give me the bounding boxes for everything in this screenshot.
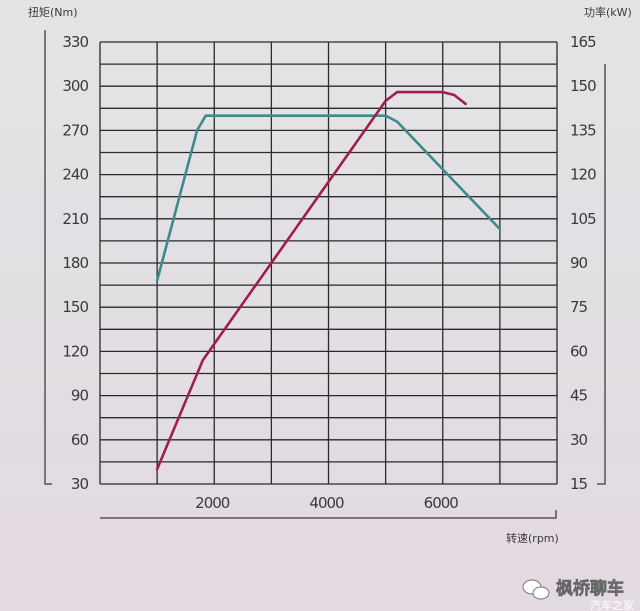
y-right-tick-label: 120 [570,166,596,184]
y-left-tick-label: 150 [62,298,88,316]
torque-curve [155,114,502,282]
wechat-icon [522,579,550,600]
x-axis-label: 转速(rpm) [506,531,559,545]
y-left-tick-label: 60 [71,431,89,449]
y-right-tick-label: 60 [570,342,588,360]
y-left-tick-label: 270 [62,121,88,139]
y-right-tick-label: 30 [570,431,588,449]
y-right-tick-label: 105 [570,210,596,228]
y-left-tick-label: 330 [62,33,88,51]
watermark-text: 枫桥聊车 [556,578,624,599]
y-right-tick-label: 45 [570,387,588,405]
y-left-tick-label: 210 [62,210,88,228]
x-axis-bracket [100,510,557,519]
grid [99,41,558,485]
left-axis-bracket [44,30,52,485]
x-tick-label: 4000 [309,494,344,512]
power-curve [155,90,467,471]
y-right-tick-label: 150 [570,77,596,95]
watermark: 枫桥聊车 汽车之家 [522,578,634,611]
y-right-tick-label: 165 [570,33,596,51]
y-left-label: 扭矩(Nm) [28,5,78,19]
watermark-subtext: 汽车之家 [590,598,634,611]
y-right-tick-label: 15 [570,475,588,493]
y-left-tick-label: 30 [71,475,89,493]
y-left-tick-label: 90 [71,387,89,405]
x-tick-label: 6000 [424,494,459,512]
y-left-tick-label: 120 [62,342,88,360]
tick-labels: 2000 4000 6000 330 300 270 240 210 180 150 120 90 60… [62,33,597,512]
y-left-tick-label: 180 [62,254,88,272]
right-axis-bracket [597,64,606,485]
y-left-tick-label: 240 [62,166,88,184]
y-right-label: 功率(kW) [584,5,632,19]
y-right-tick-label: 135 [570,121,596,139]
x-tick-label: 2000 [195,494,230,512]
y-right-tick-label: 90 [570,254,588,272]
y-left-tick-label: 300 [62,77,88,95]
series-layer [155,90,502,471]
y-right-tick-label: 75 [570,298,588,316]
